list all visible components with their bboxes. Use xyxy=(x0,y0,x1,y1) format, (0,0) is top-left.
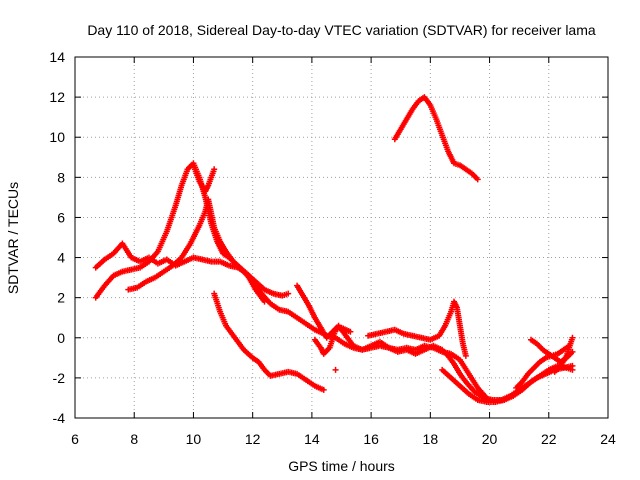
data-point xyxy=(569,366,576,373)
y-tick-label: -2 xyxy=(53,370,66,386)
data-point xyxy=(211,166,218,173)
y-tick-label: 8 xyxy=(57,169,65,185)
x-tick-label: 8 xyxy=(130,431,138,447)
data-point xyxy=(320,386,327,393)
x-tick-label: 10 xyxy=(186,431,202,447)
y-tick-label: 0 xyxy=(57,330,65,346)
data-point xyxy=(462,352,469,359)
y-tick-label: 10 xyxy=(49,129,65,145)
grid-lines xyxy=(75,57,608,418)
data-point xyxy=(347,328,354,335)
data-point xyxy=(285,290,292,297)
y-tick-label: 12 xyxy=(49,89,65,105)
axis-ticks xyxy=(74,56,609,419)
data-points xyxy=(92,94,576,405)
chart-title: Day 110 of 2018, Sidereal Day-to-day VTE… xyxy=(87,22,596,38)
x-tick-label: 6 xyxy=(71,431,79,447)
x-tick-label: 12 xyxy=(245,431,261,447)
x-tick-labels: 6 8 10 12 14 16 18 20 22 24 xyxy=(71,431,616,447)
y-tick-label: 4 xyxy=(57,250,65,266)
y-tick-label: 6 xyxy=(57,209,65,225)
plot-frame xyxy=(74,56,609,419)
y-tick-label: 2 xyxy=(57,290,65,306)
x-axis-label: GPS time / hours xyxy=(288,458,395,474)
y-tick-label: 14 xyxy=(49,49,65,65)
x-tick-label: 14 xyxy=(304,431,320,447)
x-tick-label: 22 xyxy=(541,431,557,447)
x-tick-label: 24 xyxy=(600,431,616,447)
y-tick-labels: -4 -2 0 2 4 6 8 10 12 14 xyxy=(49,49,65,426)
data-point xyxy=(569,334,576,341)
x-tick-label: 18 xyxy=(423,431,439,447)
x-tick-label: 16 xyxy=(363,431,379,447)
data-point xyxy=(474,176,481,183)
y-tick-label: -4 xyxy=(53,410,66,426)
data-point xyxy=(332,366,339,373)
x-tick-label: 20 xyxy=(482,431,498,447)
y-axis-label: SDTVAR / TECUs xyxy=(5,182,21,294)
